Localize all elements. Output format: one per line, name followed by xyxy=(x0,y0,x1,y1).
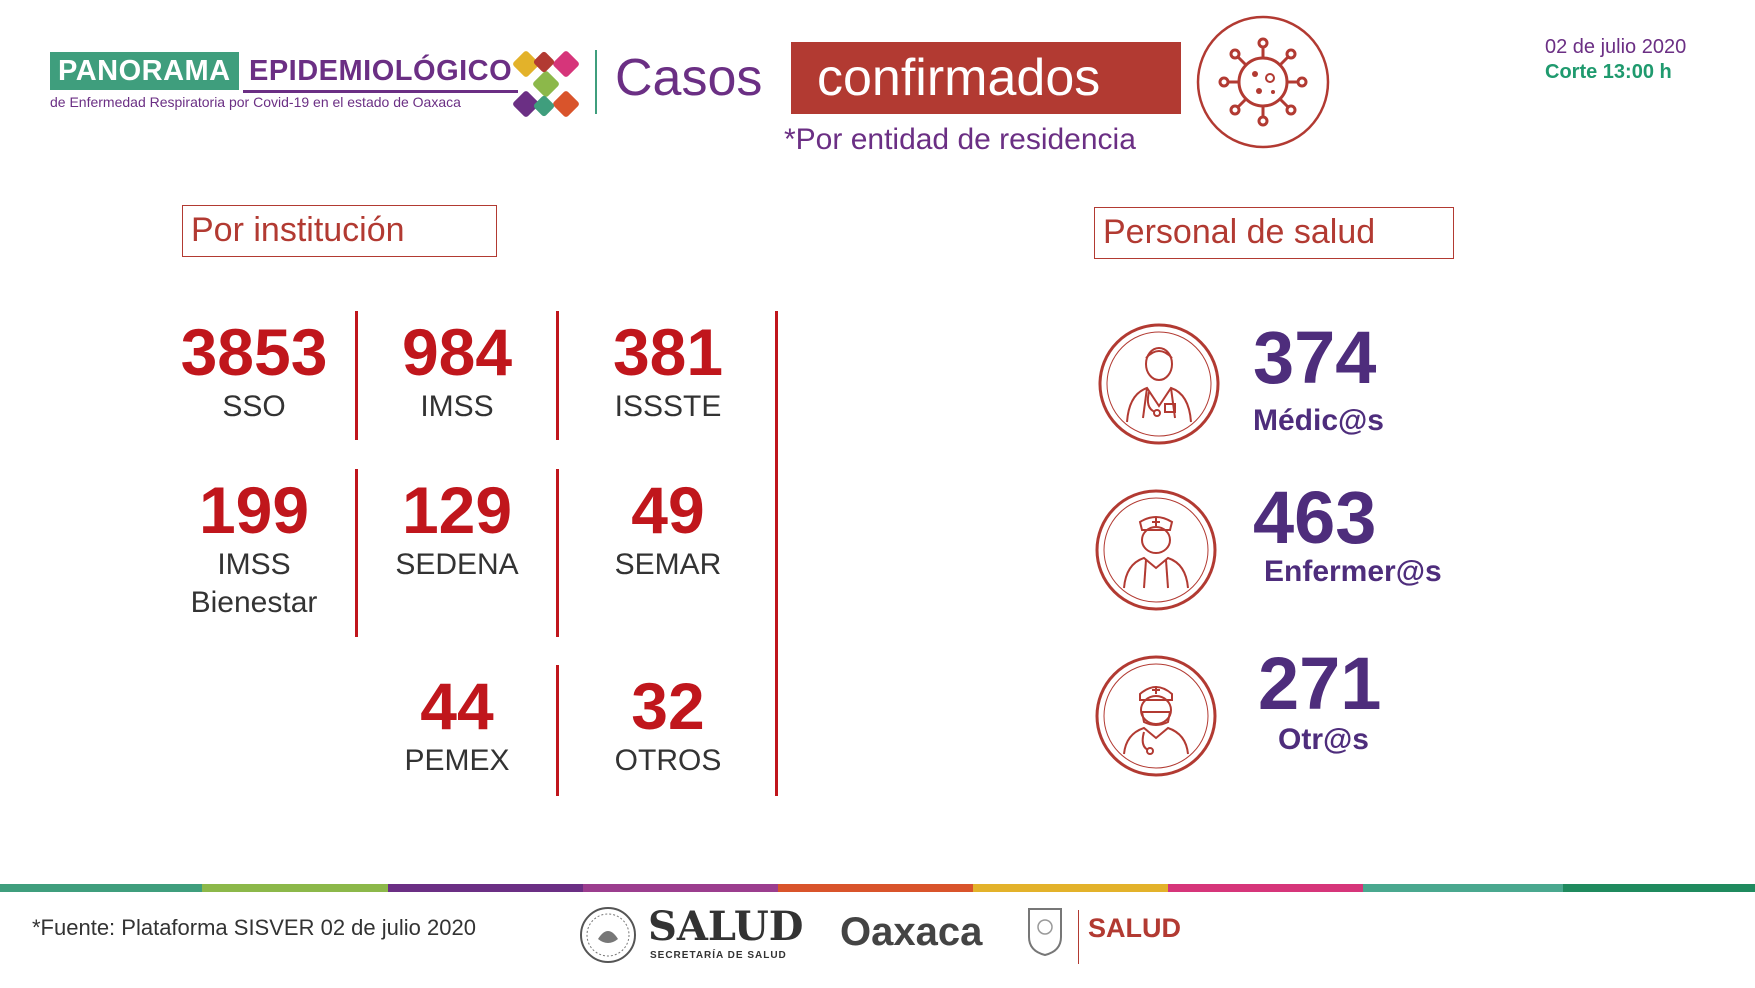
institution-label: IMSS xyxy=(420,390,494,423)
salud-logo-text: SALUD xyxy=(648,903,804,950)
institution-value: 984 xyxy=(401,315,513,389)
institution-label: IMSS xyxy=(217,548,291,581)
nurse-icon xyxy=(1095,489,1217,611)
institution-label: SEDENA xyxy=(395,548,519,581)
oaxaca-shield-icon xyxy=(1028,908,1062,957)
footer-logo-divider xyxy=(1078,910,1079,964)
grid-divider xyxy=(355,311,358,440)
section-personal-de-salud: Personal de salud xyxy=(1094,207,1454,259)
footer-stripe xyxy=(0,884,202,892)
personnel-medicos-label: Médic@s xyxy=(1253,404,1384,437)
institution-value: 129 xyxy=(401,473,513,547)
institution-sedena: 129 SEDENA xyxy=(362,474,552,584)
institution-sso: 3853 SSO xyxy=(159,316,349,426)
footer-stripe xyxy=(202,884,388,892)
header-divider xyxy=(595,50,597,114)
institution-imss: 984 IMSS xyxy=(362,316,552,426)
institution-value: 3853 xyxy=(180,315,328,389)
oaxaca-salud-logo-text: SALUD xyxy=(1088,913,1181,943)
doctor-icon xyxy=(1098,323,1220,445)
brand-epidemiologico: EPIDEMIOLÓGICO xyxy=(243,52,519,93)
footer-stripe xyxy=(1363,884,1563,892)
casos-title: Casos xyxy=(615,49,763,107)
personnel-otros-label: Otr@s xyxy=(1278,723,1369,756)
institution-label-line2: Bienestar xyxy=(190,586,318,619)
personnel-enfermeros-value: 463 xyxy=(1253,476,1377,559)
grid-divider xyxy=(775,311,778,796)
institution-imss-bienestar: 199 IMSS Bienestar xyxy=(159,474,349,622)
footer-stripe xyxy=(388,884,583,892)
institution-semar: 49 SEMAR xyxy=(573,474,763,584)
panorama-logo-icon xyxy=(513,51,579,117)
grid-divider xyxy=(556,311,559,440)
footer-stripe xyxy=(583,884,778,892)
institution-value: 44 xyxy=(420,669,494,743)
footer-stripe xyxy=(1168,884,1363,892)
institution-label: PEMEX xyxy=(404,744,510,777)
oaxaca-logo-text: Oaxaca xyxy=(840,910,983,954)
institution-value: 32 xyxy=(631,669,705,743)
footer-stripe xyxy=(1563,884,1755,892)
institution-value: 49 xyxy=(631,473,705,547)
institution-label: ISSSTE xyxy=(614,390,722,423)
institution-pemex: 44 PEMEX xyxy=(362,670,552,780)
residencia-note: *Por entidad de residencia xyxy=(784,123,1136,156)
source-note: *Fuente: Plataforma SISVER 02 de julio 2… xyxy=(32,915,476,940)
report-date: 02 de julio 2020 xyxy=(1545,36,1687,58)
personnel-otros-value: 271 xyxy=(1258,642,1382,725)
mexico-seal-icon xyxy=(580,907,636,963)
brand-panorama: PANORAMA xyxy=(50,52,239,90)
grid-divider xyxy=(355,469,358,637)
masked-staff-icon xyxy=(1095,655,1217,777)
personnel-medicos-value: 374 xyxy=(1253,316,1377,399)
footer-stripe xyxy=(778,884,973,892)
section-por-institucion: Por institución xyxy=(182,205,497,257)
institution-value: 199 xyxy=(198,473,310,547)
institution-label: SSO xyxy=(222,390,286,423)
brand-subtitle: de Enfermedad Respiratoria por Covid-19 … xyxy=(50,94,461,110)
personnel-enfermeros-label: Enfermer@s xyxy=(1264,555,1442,588)
cutoff-time: Corte 13:00 h xyxy=(1545,61,1672,83)
salud-logo-subtitle: SECRETARÍA DE SALUD xyxy=(650,950,787,961)
institution-label: SEMAR xyxy=(614,548,722,581)
virus-icon xyxy=(1196,15,1330,149)
institution-otros: 32 OTROS xyxy=(573,670,763,780)
institution-value: 381 xyxy=(612,315,724,389)
footer-stripe xyxy=(973,884,1168,892)
institution-issste: 381 ISSSTE xyxy=(573,316,763,426)
grid-divider xyxy=(556,665,559,796)
grid-divider xyxy=(556,469,559,637)
confirmados-title: confirmados xyxy=(791,42,1181,114)
institution-label: OTROS xyxy=(614,744,722,777)
